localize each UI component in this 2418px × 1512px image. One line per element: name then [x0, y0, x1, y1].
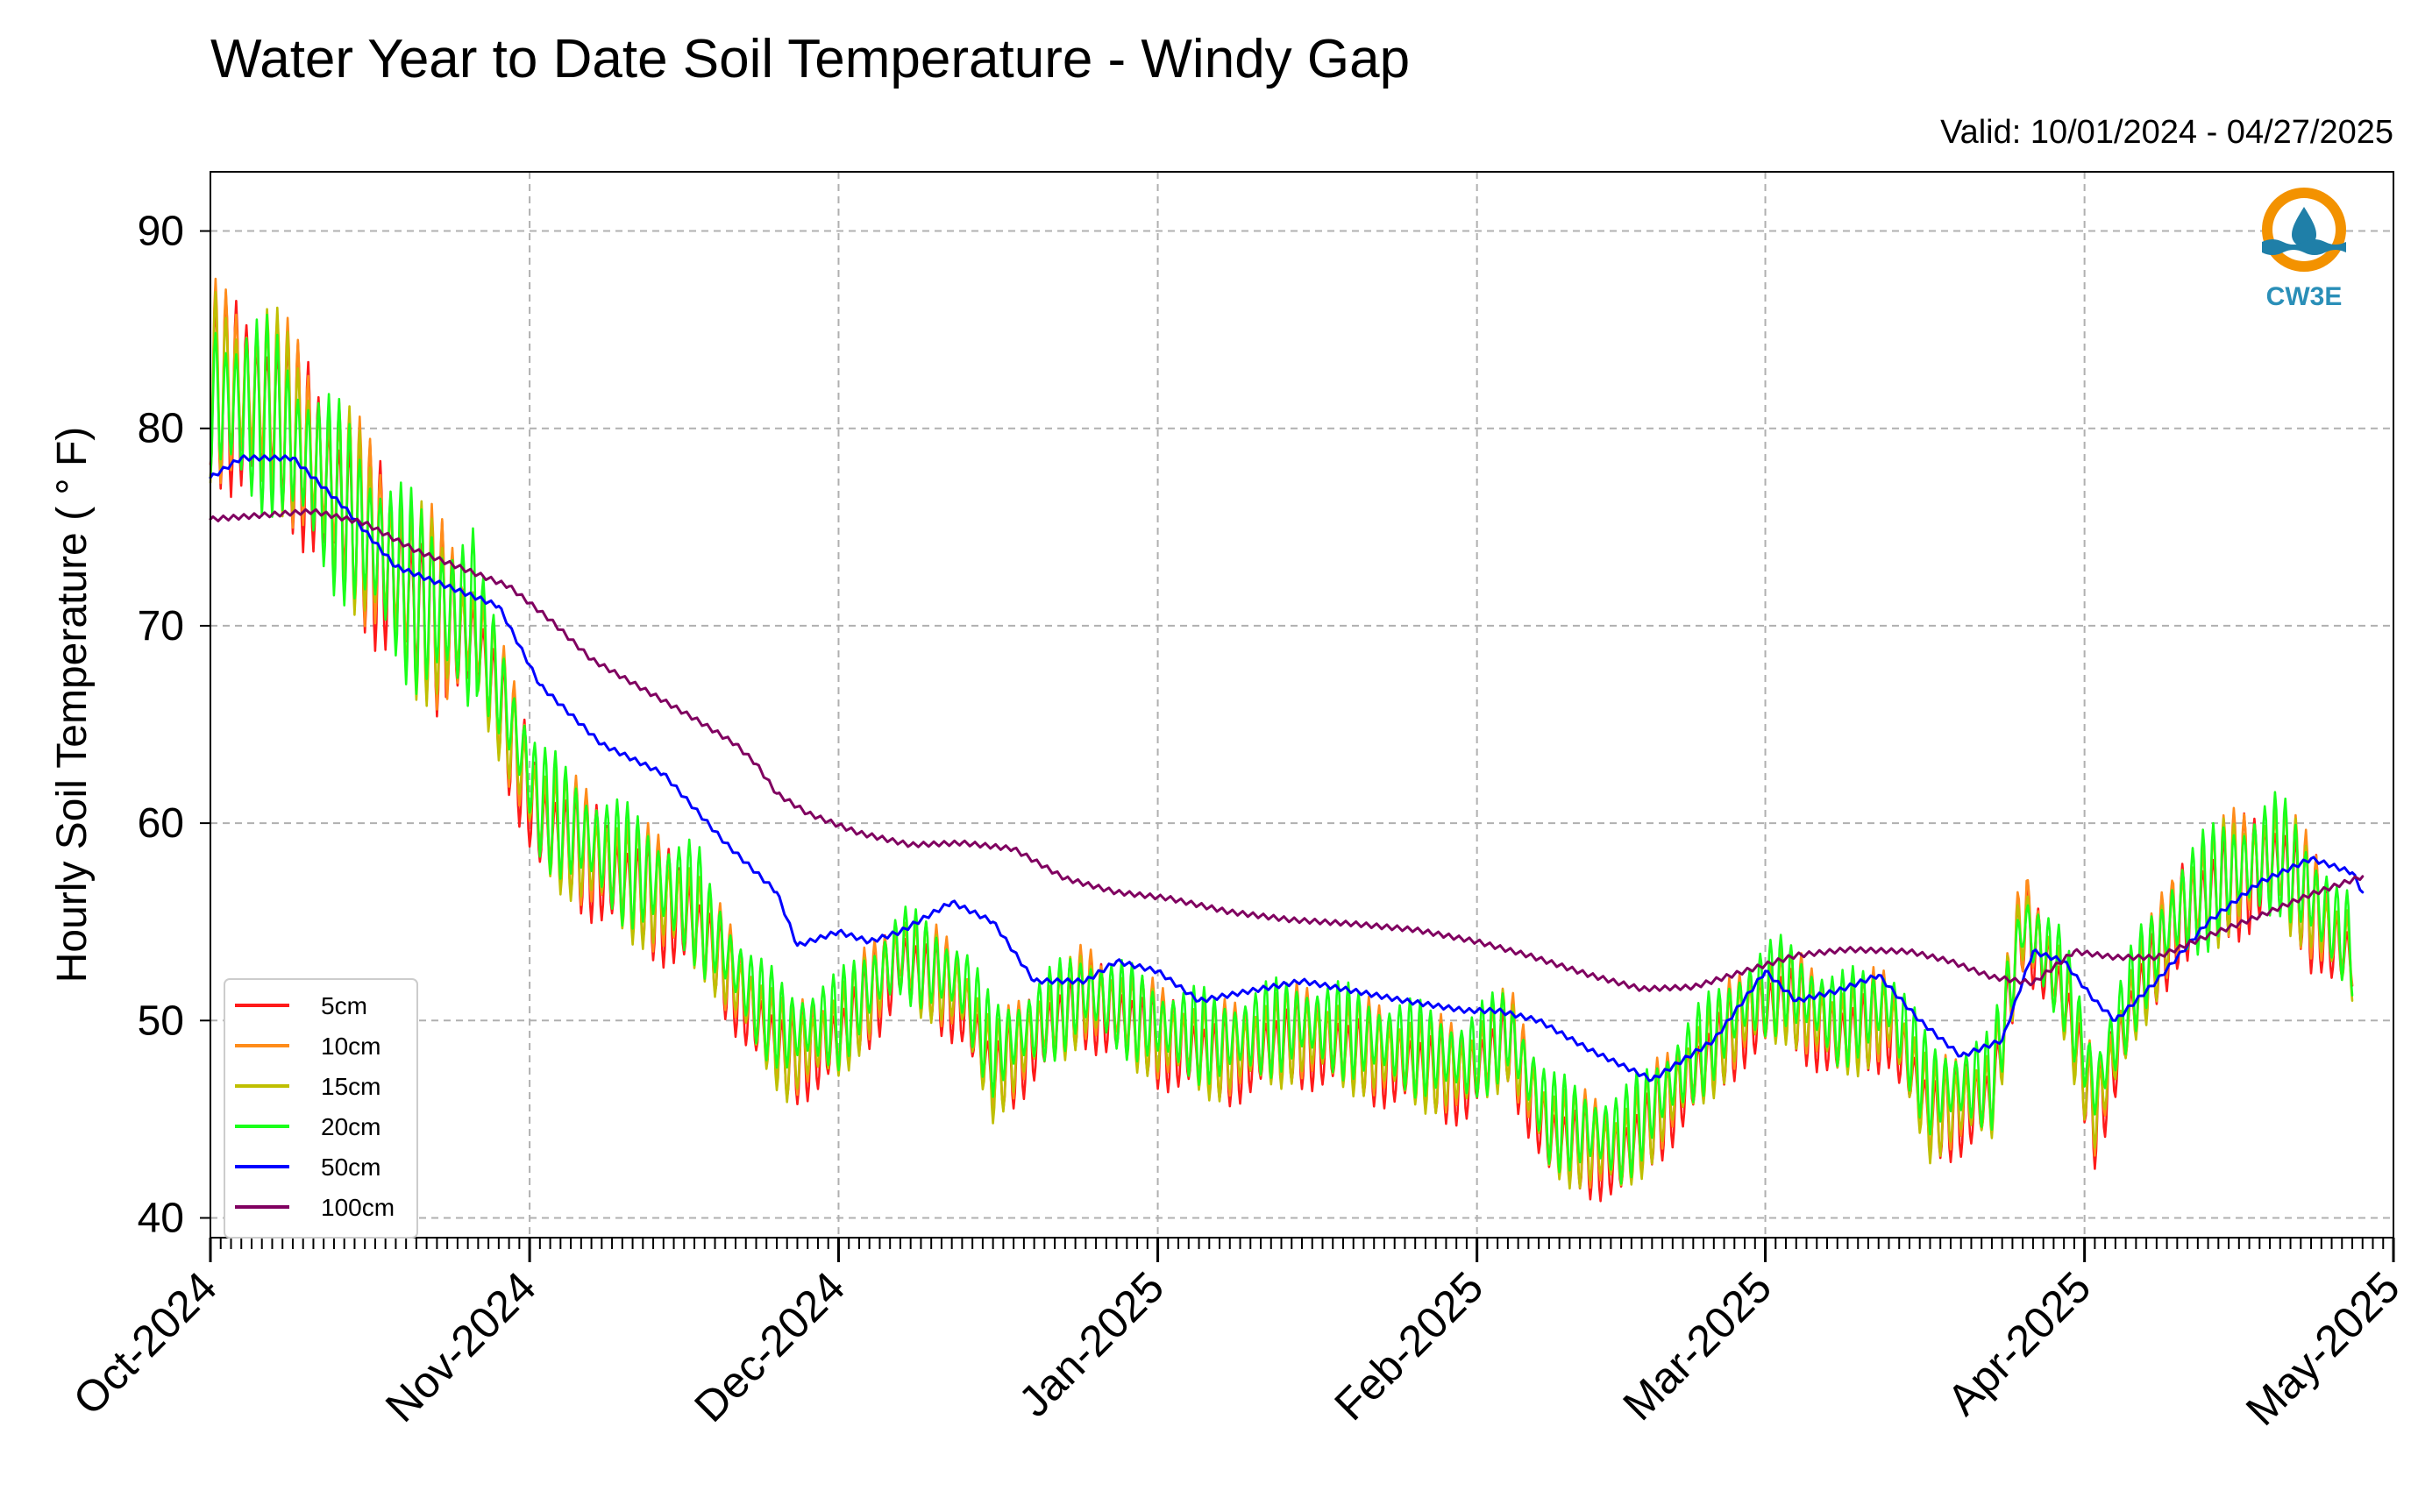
x-tick-label: Dec-2024 — [685, 1262, 854, 1431]
grid-lines — [210, 172, 2393, 1238]
y-tick-label: 40 — [138, 1195, 184, 1241]
y-axis-label: Hourly Soil Temperature ( ° F) — [49, 427, 96, 983]
x-tick-label: Jan-2025 — [1009, 1262, 1173, 1426]
valid-range: Valid: 10/01/2024 - 04/27/2025 — [1940, 114, 2393, 151]
legend-label: 20cm — [321, 1113, 380, 1140]
series-line-10cm — [209, 277, 2354, 1189]
data-series — [209, 277, 2365, 1203]
x-tick-label: Nov-2024 — [376, 1262, 545, 1431]
x-tick-label: Oct-2024 — [64, 1262, 226, 1424]
water-drop-icon — [2292, 207, 2316, 247]
y-tick-label: 90 — [138, 209, 184, 255]
y-tick-label: 70 — [138, 603, 184, 650]
y-tick-label: 60 — [138, 800, 184, 847]
x-tick-label: Feb-2025 — [1325, 1262, 1492, 1430]
series-line-20cm — [209, 313, 2354, 1185]
legend-label: 50cm — [321, 1154, 380, 1181]
legend-label: 100cm — [321, 1194, 395, 1221]
y-tick-label: 50 — [138, 997, 184, 1044]
legend-label: 15cm — [321, 1073, 380, 1100]
legend: 5cm 10cm 15cm 20cm 50cm 100cm — [224, 978, 418, 1239]
series-line-15cm — [209, 291, 2354, 1190]
x-tick-label: May-2025 — [2237, 1262, 2409, 1435]
wave-icon — [2262, 239, 2346, 255]
series-line-50cm — [209, 454, 2365, 1083]
x-tick-label: Apr-2025 — [1938, 1262, 2100, 1424]
y-axis: 40 50 60 70 80 90 — [138, 209, 210, 1241]
legend-label: 5cm — [321, 992, 367, 1019]
logo-text: CW3E — [2266, 282, 2343, 311]
legend-label: 10cm — [321, 1033, 380, 1060]
series-line-100cm — [209, 508, 2365, 993]
y-tick-label: 80 — [138, 406, 184, 452]
chart-title: Water Year to Date Soil Temperature - Wi… — [210, 29, 1410, 89]
cw3e-logo: CW3E — [2262, 188, 2346, 311]
x-tick-label: Mar-2025 — [1613, 1262, 1781, 1430]
x-axis: Oct-2024 Nov-2024 Dec-2024 Jan-2025 Feb-2025… — [64, 1238, 2409, 1435]
legend-box — [224, 978, 418, 1239]
